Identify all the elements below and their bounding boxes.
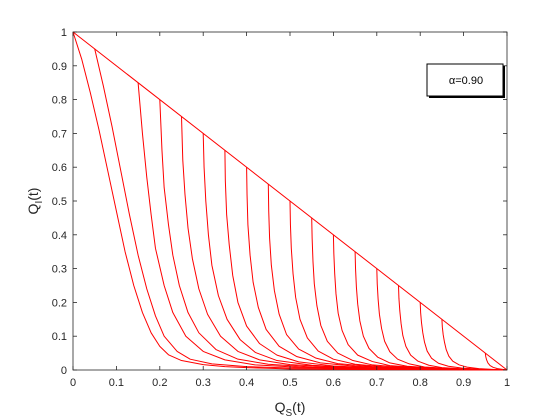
annotation-box-frame [426, 63, 504, 97]
y-tick-label-3: 0.3 [52, 264, 67, 276]
y-tick-label-0: 0 [61, 365, 67, 377]
x-tick-label-8: 0.8 [413, 377, 428, 389]
series-line-3 [137, 82, 508, 371]
x-axis-label-suffix: (t) [292, 399, 305, 415]
y-axis-label: QI(t) [25, 188, 45, 215]
y-tick-label-4: 0.4 [52, 230, 67, 242]
y-tick-label-10: 1 [61, 27, 67, 39]
series-line-10 [289, 200, 508, 371]
x-axis-label-base: Q [275, 399, 286, 415]
x-axis-label: QS(t) [275, 399, 306, 419]
y-tick-label-6: 0.6 [52, 162, 67, 174]
y-tick-label-2: 0.2 [52, 297, 67, 309]
x-tick-label-2: 0.2 [152, 377, 167, 389]
series-line-1 [72, 31, 508, 371]
x-axis-ticks: 0 0.1 0.2 0.3 0.4 0.5 0.6 0.7 0.8 0.9 1 [70, 32, 510, 389]
y-axis-label-subscript: I [34, 201, 45, 204]
y-axis-ticks: 0 0.1 0.2 0.3 0.4 0.5 0.6 0.7 0.8 0.9 1 [52, 27, 507, 377]
series-line-15 [398, 285, 508, 371]
x-tick-label-0: 0 [70, 377, 76, 389]
series-line-18 [484, 353, 508, 371]
y-axis-label-suffix: (t) [25, 188, 41, 201]
x-tick-label-9: 0.9 [456, 377, 471, 389]
y-tick-label-9: 0.9 [52, 61, 67, 73]
series-line-17 [441, 319, 508, 371]
y-tick-label-5: 0.5 [52, 196, 67, 208]
series-line-8 [246, 167, 508, 371]
series-line-11 [311, 217, 508, 371]
y-tick-label-7: 0.7 [52, 128, 67, 140]
annotation-box: α=0.90 [426, 63, 505, 98]
x-tick-label-1: 0.1 [109, 377, 124, 389]
x-tick-label-5: 0.5 [282, 377, 297, 389]
x-tick-label-4: 0.4 [239, 377, 254, 389]
series-line-6 [202, 133, 508, 371]
series-line-2 [94, 48, 508, 371]
y-axis-label-base: Q [25, 203, 41, 214]
x-tick-label-10: 1 [504, 377, 510, 389]
x-tick-label-7: 0.7 [369, 377, 384, 389]
series-line-5 [181, 116, 508, 371]
x-tick-label-6: 0.6 [326, 377, 341, 389]
series-line-7 [224, 150, 508, 371]
curves-group [72, 31, 508, 371]
y-tick-label-8: 0.8 [52, 95, 67, 107]
x-axis-label-subscript: S [286, 408, 293, 419]
x-tick-label-3: 0.3 [196, 377, 211, 389]
series-line-9 [267, 184, 508, 371]
y-tick-label-1: 0.1 [52, 331, 67, 343]
annotation-text: α=0.90 [449, 75, 483, 87]
